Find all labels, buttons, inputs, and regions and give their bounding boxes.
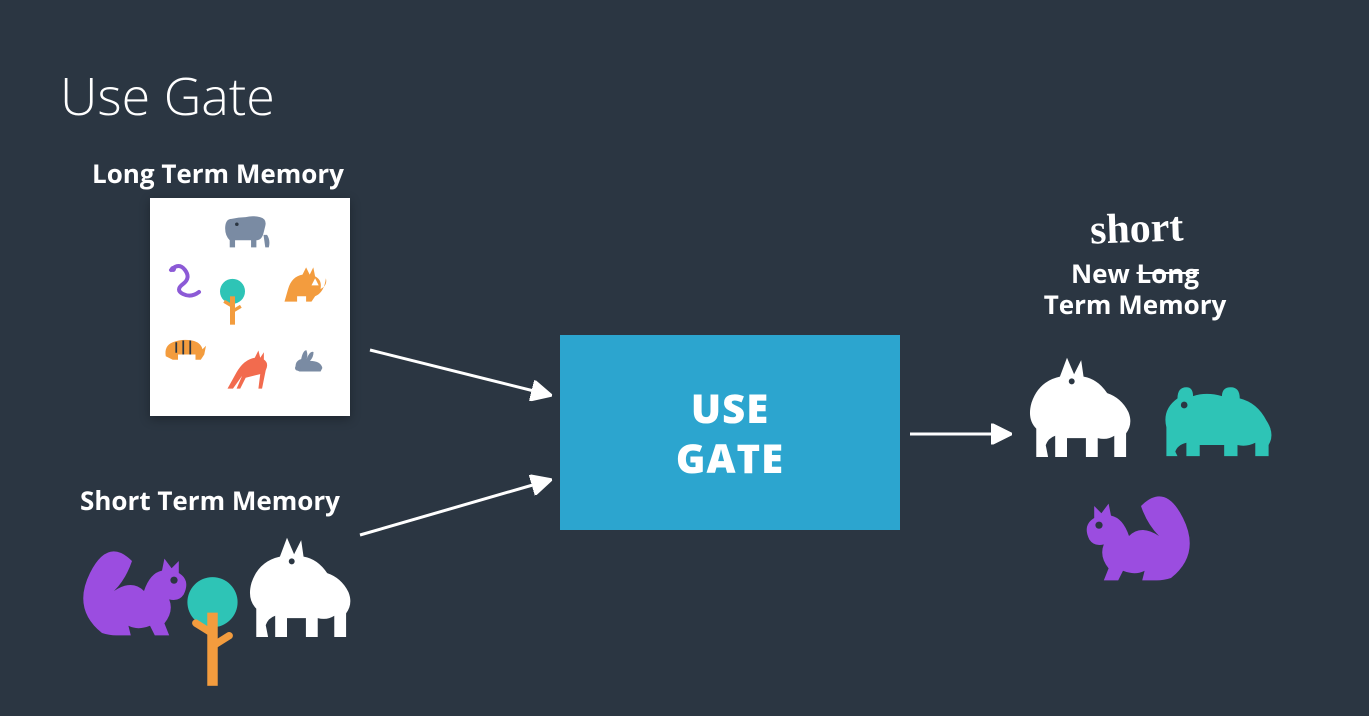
deer-icon <box>220 345 275 395</box>
output-label: New Long Term Memory <box>1000 258 1270 320</box>
snake-icon <box>165 260 205 300</box>
gate-box: USE GATE <box>560 335 900 530</box>
elephant-icon <box>220 210 275 250</box>
slide-title: Use Gate <box>60 60 275 131</box>
wolf-icon <box>235 525 365 645</box>
tree-icon <box>215 278 250 328</box>
bear-icon <box>1150 365 1285 465</box>
ltm-label: Long Term Memory <box>92 158 344 189</box>
handwritten-correction: short <box>1089 203 1184 254</box>
tiger-icon <box>160 330 210 365</box>
output-label-line2: Term Memory <box>1044 286 1227 322</box>
fox-icon <box>275 262 330 307</box>
gate-line1: USE <box>676 383 784 433</box>
wolf-icon <box>1015 345 1145 465</box>
squirrel-icon <box>1075 470 1195 590</box>
gate-line2: GATE <box>676 433 784 483</box>
rabbit-icon <box>290 345 330 375</box>
stm-label: Short Term Memory <box>80 485 340 516</box>
